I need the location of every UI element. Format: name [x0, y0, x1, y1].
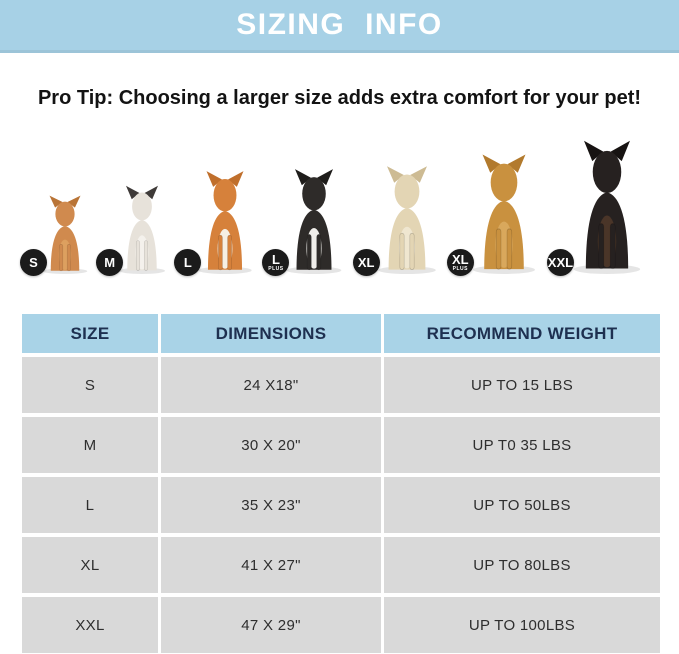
size-badge-label: XXL [547, 255, 574, 270]
cell-size-s: S [22, 357, 158, 413]
size-badge: L [174, 249, 202, 276]
cell-weight-xl: UP TO 80LBS [384, 537, 660, 593]
dog-icon [119, 185, 166, 274]
size-badge: S [20, 249, 47, 276]
cell-size-xxl: XXL [22, 597, 158, 653]
dog-figure-french-bulldog: M [96, 184, 174, 276]
dog-figure-labrador: XL [352, 164, 447, 276]
dog-size-lineup: S M L [20, 136, 653, 276]
dog-icon [573, 140, 641, 274]
dog-figure-golden-retriever: XL PLUS [446, 152, 547, 276]
size-badge-sublabel: PLUS [268, 266, 284, 272]
column-header-recommend-weight: RECOMMEND WEIGHT [384, 314, 660, 353]
dog-icon [42, 195, 88, 274]
cell-weight-l: UP TO 50LBS [384, 477, 660, 533]
size-badge: XXL [546, 249, 574, 276]
size-badge: L PLUS [262, 249, 290, 276]
size-badge-label: XL [357, 255, 375, 270]
cell-weight-xxl: UP TO 100LBS [384, 597, 660, 653]
size-badge-label: XL [451, 252, 469, 267]
cell-size-l: L [22, 477, 158, 533]
cell-dim-m: 30 X 20" [161, 417, 381, 473]
cell-dim-xl: 41 X 27" [161, 537, 381, 593]
header-banner: SIZING INFO [0, 0, 679, 53]
cell-size-xl: XL [22, 537, 158, 593]
size-badge-label: M [104, 255, 116, 270]
page-title: SIZING INFO [236, 8, 443, 41]
dog-icon [287, 169, 342, 274]
cell-dim-l: 35 X 23" [161, 477, 381, 533]
dog-icon [198, 171, 252, 274]
cell-dim-xxl: 47 X 29" [161, 597, 381, 653]
cell-size-m: M [22, 417, 158, 473]
cell-dim-s: 24 X18" [161, 357, 381, 413]
size-badge: XL PLUS [446, 249, 474, 276]
dog-figure-shiba-inu: L [174, 169, 262, 276]
size-badge-label: L [183, 255, 192, 270]
column-header-size: SIZE [22, 314, 158, 353]
column-header-dimensions: DIMENSIONS [161, 314, 381, 353]
size-badge-sublabel: PLUS [452, 266, 468, 272]
dog-figure-border-collie: L PLUS [262, 167, 352, 276]
dog-figure-pomeranian: S [20, 194, 96, 276]
size-badge: M [96, 249, 124, 276]
dog-figure-doberman: XXL [546, 138, 653, 276]
size-badge-label: S [29, 255, 38, 270]
cell-weight-s: UP TO 15 LBS [384, 357, 660, 413]
dog-icon [472, 154, 535, 274]
sizing-table: SIZE DIMENSIONS RECOMMEND WEIGHT S 24 X1… [22, 314, 660, 653]
size-badge-label: L [271, 252, 280, 267]
cell-weight-m: UP T0 35 LBS [384, 417, 660, 473]
dog-icon [377, 166, 436, 274]
pro-tip-text: Pro Tip: Choosing a larger size adds ext… [37, 87, 642, 109]
size-badge: XL [352, 249, 380, 276]
